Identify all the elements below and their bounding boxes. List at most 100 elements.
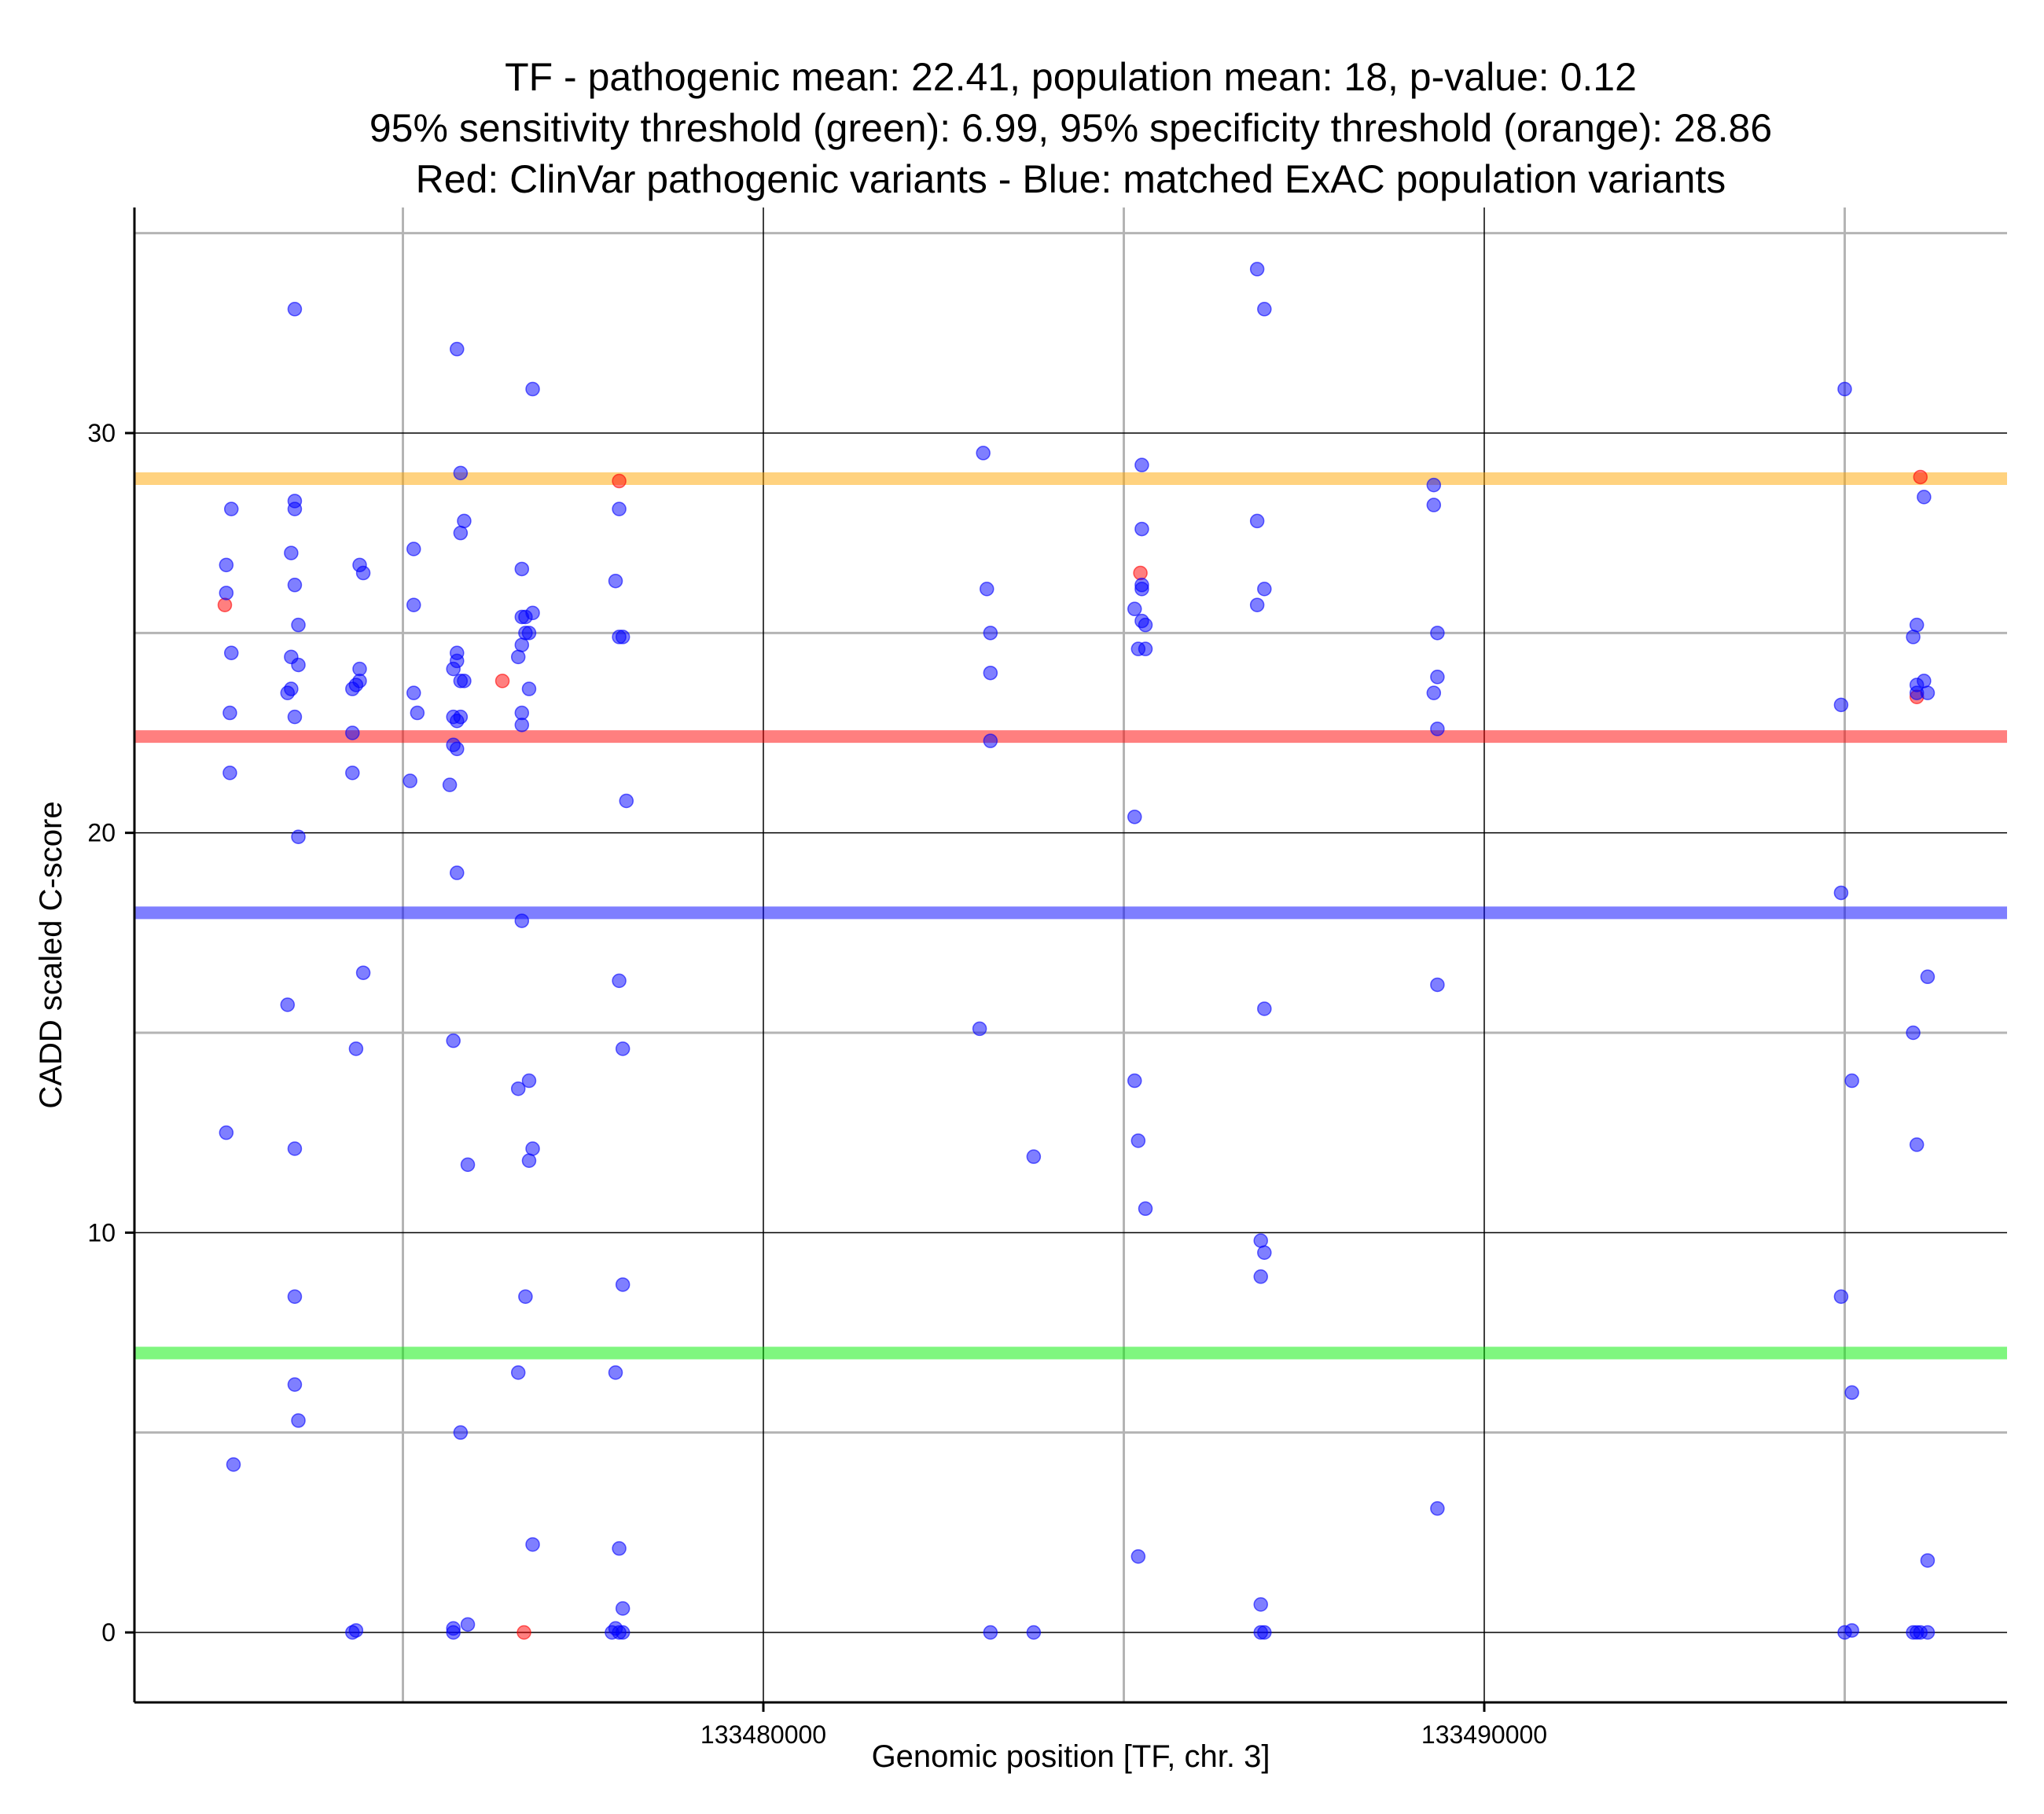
- blue-data-point: [1921, 1626, 1934, 1640]
- blue-data-point: [522, 626, 535, 640]
- blue-data-point: [227, 1458, 241, 1471]
- y-tick-label: 0: [101, 1618, 116, 1647]
- blue-data-point: [357, 966, 370, 979]
- blue-data-point: [616, 1602, 630, 1615]
- blue-data-point: [612, 502, 626, 516]
- blue-data-point: [1258, 1626, 1271, 1640]
- blue-data-point: [292, 1414, 305, 1427]
- blue-data-point: [609, 1366, 623, 1379]
- blue-data-point: [1431, 722, 1444, 736]
- blue-data-point: [1251, 263, 1264, 276]
- blue-data-point: [1431, 670, 1444, 684]
- blue-data-point: [403, 774, 417, 788]
- blue-data-point: [288, 1290, 301, 1303]
- blue-data-point: [410, 707, 424, 720]
- blue-data-point: [450, 866, 464, 879]
- blue-data-point: [976, 446, 990, 460]
- blue-data-point: [1258, 1246, 1271, 1259]
- blue-data-point: [219, 586, 233, 600]
- blue-data-point: [1258, 582, 1271, 596]
- blue-data-point: [346, 726, 359, 740]
- blue-data-point: [407, 598, 421, 611]
- blue-data-point: [285, 546, 298, 560]
- blue-data-point: [1910, 619, 1924, 632]
- blue-data-point: [1427, 686, 1440, 700]
- blue-data-point: [619, 794, 633, 807]
- blue-data-point: [515, 562, 528, 575]
- blue-data-point: [281, 686, 294, 700]
- red-data-point: [612, 475, 626, 488]
- blue-data-point: [349, 1624, 362, 1637]
- blue-data-point: [1128, 602, 1141, 615]
- blue-data-point: [407, 686, 421, 700]
- blue-data-point: [612, 1542, 626, 1555]
- blue-data-point: [447, 1034, 460, 1048]
- blue-data-point: [1834, 886, 1847, 899]
- blue-data-point: [223, 707, 237, 720]
- blue-data-point: [450, 742, 464, 755]
- blue-data-point: [1921, 1554, 1934, 1567]
- blue-data-point: [225, 646, 238, 659]
- blue-data-point: [1135, 458, 1149, 472]
- blue-data-point: [512, 1082, 525, 1096]
- title-line-3: Red: ClinVar pathogenic variants - Blue:…: [416, 157, 1726, 201]
- blue-data-point: [288, 578, 301, 592]
- blue-data-point: [447, 1626, 460, 1640]
- blue-data-point: [983, 1626, 997, 1640]
- blue-data-point: [450, 714, 464, 728]
- blue-data-point: [1845, 1386, 1858, 1399]
- blue-data-point: [450, 343, 464, 356]
- blue-data-point: [1917, 490, 1931, 504]
- blue-data-point: [1258, 303, 1271, 316]
- blue-data-point: [1921, 686, 1934, 700]
- blue-data-point: [616, 1278, 630, 1291]
- blue-data-point: [1427, 498, 1440, 512]
- blue-data-point: [1921, 970, 1934, 983]
- blue-data-point: [1845, 1074, 1858, 1088]
- blue-data-point: [612, 630, 626, 644]
- blue-data-point: [349, 1042, 362, 1056]
- scatter-chart: TF - pathogenic mean: 22.41, population …: [0, 0, 2044, 1814]
- blue-data-point: [980, 582, 994, 596]
- blue-data-point: [522, 682, 535, 696]
- blue-data-point: [1131, 1134, 1145, 1148]
- x-axis-title: Genomic position [TF, chr. 3]: [872, 1739, 1270, 1774]
- blue-data-point: [443, 778, 457, 791]
- blue-data-point: [461, 1158, 475, 1171]
- blue-data-point: [447, 663, 460, 676]
- blue-data-point: [1254, 1270, 1267, 1283]
- blue-data-point: [1027, 1626, 1040, 1640]
- blue-data-point: [288, 502, 301, 516]
- blue-data-point: [1139, 1202, 1153, 1215]
- blue-data-point: [1135, 523, 1149, 536]
- blue-data-point: [612, 1626, 626, 1640]
- blue-data-point: [526, 383, 539, 396]
- blue-data-point: [461, 1618, 475, 1631]
- blue-data-point: [288, 711, 301, 724]
- blue-data-point: [512, 1366, 525, 1379]
- blue-data-point: [1834, 1290, 1847, 1303]
- blue-data-point: [458, 514, 471, 527]
- blue-data-point: [219, 1126, 233, 1140]
- blue-data-point: [1838, 383, 1851, 396]
- x-tick-label: 133490000: [1421, 1720, 1547, 1749]
- blue-data-point: [458, 674, 471, 688]
- blue-data-point: [1254, 1598, 1267, 1611]
- blue-data-point: [515, 914, 528, 927]
- blue-data-point: [1906, 630, 1920, 644]
- blue-data-point: [288, 1378, 301, 1391]
- blue-data-point: [1431, 978, 1444, 991]
- blue-data-point: [288, 303, 301, 316]
- red-data-point: [1913, 470, 1927, 483]
- blue-data-point: [519, 1290, 532, 1303]
- blue-data-point: [522, 1154, 535, 1167]
- blue-data-point: [1834, 698, 1847, 711]
- blue-data-point: [515, 707, 528, 720]
- blue-data-point: [515, 610, 528, 623]
- blue-data-point: [1910, 1138, 1924, 1151]
- blue-data-point: [454, 527, 467, 540]
- blue-data-point: [526, 1142, 539, 1155]
- blue-data-point: [515, 638, 528, 652]
- blue-data-point: [1131, 1550, 1145, 1563]
- blue-data-point: [612, 974, 626, 987]
